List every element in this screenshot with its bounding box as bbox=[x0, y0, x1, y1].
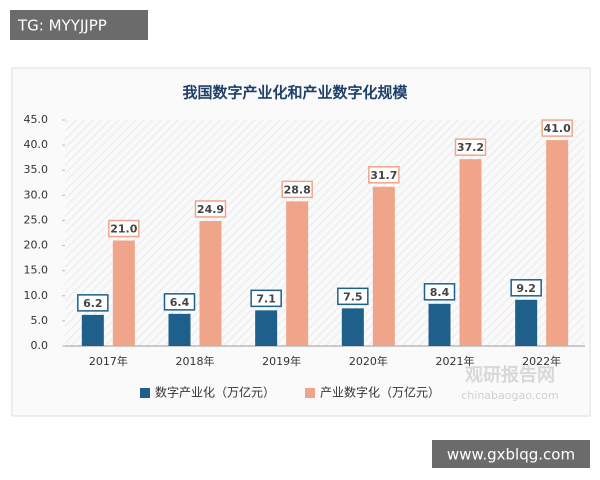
bar bbox=[168, 313, 191, 346]
value-label: 8.4 bbox=[430, 286, 450, 299]
watermark-url: chinabaogao.com bbox=[461, 389, 559, 402]
value-label-box bbox=[77, 294, 109, 312]
value-label-box bbox=[368, 166, 400, 184]
value-label: 37.2 bbox=[457, 141, 484, 154]
value-label: 6.2 bbox=[83, 297, 103, 310]
bar bbox=[112, 240, 135, 346]
value-label-box bbox=[541, 119, 573, 137]
plot-area bbox=[65, 120, 585, 346]
value-label: 6.4 bbox=[170, 296, 190, 309]
x-tick-label: 2019年 bbox=[262, 354, 301, 368]
value-label: 21.0 bbox=[110, 223, 137, 236]
value-label-box bbox=[281, 180, 313, 199]
x-tick-label: 2022年 bbox=[522, 354, 561, 368]
plot: 0.0 5.0 10.0 15.0 20.0 25.0 30.0 35.0 40.0 45.0 20… bbox=[24, 113, 573, 400]
y-tick-label: 5.0 bbox=[31, 314, 49, 327]
legend-label: 数字产业化（万亿元） bbox=[155, 385, 275, 400]
y-tick-label: 35.0 bbox=[24, 163, 49, 176]
value-label: 41.0 bbox=[544, 122, 571, 135]
value-label: 9.2 bbox=[516, 282, 536, 295]
value-label: 24.9 bbox=[197, 203, 224, 216]
bar bbox=[199, 220, 222, 346]
value-label-box bbox=[250, 289, 282, 308]
y-tick-label: 20.0 bbox=[24, 239, 49, 252]
legend-swatch bbox=[140, 388, 150, 398]
y-tick-label: 25.0 bbox=[24, 213, 49, 226]
value-label-box bbox=[423, 283, 456, 301]
legend-swatch bbox=[305, 388, 315, 398]
x-tick-label: 2020年 bbox=[349, 354, 388, 368]
y-tick-label: 0.0 bbox=[31, 339, 49, 352]
chart-title: 我国数字产业化和产业数字化规模 bbox=[182, 84, 408, 102]
value-label: 7.5 bbox=[343, 290, 363, 303]
value-label-box bbox=[194, 200, 227, 218]
bar bbox=[428, 303, 451, 346]
value-label-box bbox=[163, 293, 196, 311]
bar bbox=[546, 140, 569, 346]
bar bbox=[459, 159, 482, 346]
footer-bg bbox=[432, 440, 590, 468]
badge: TG: MYYJJPP bbox=[17, 17, 107, 35]
y-tick-label: 10.0 bbox=[24, 289, 49, 302]
bar bbox=[372, 186, 395, 346]
bar bbox=[81, 314, 104, 346]
x-tick-label: 2018年 bbox=[176, 354, 215, 368]
bar bbox=[286, 201, 309, 346]
value-label-box bbox=[108, 219, 140, 238]
value-label-box bbox=[454, 138, 487, 156]
value-label: 31.7 bbox=[370, 169, 397, 182]
x-tick-label: 2021年 bbox=[436, 354, 475, 368]
bar bbox=[255, 310, 278, 346]
y-tick-label: 15.0 bbox=[24, 264, 49, 277]
bar bbox=[341, 308, 364, 346]
value-label: 28.8 bbox=[284, 183, 311, 196]
value-label-box bbox=[510, 279, 542, 297]
x-tick-label: 2017年 bbox=[89, 354, 128, 368]
badge-bg bbox=[10, 10, 148, 40]
legend-label: 产业数字化（万亿元） bbox=[320, 385, 440, 400]
y-tick-label: 30.0 bbox=[24, 188, 49, 201]
watermark: 观研报告网 bbox=[465, 364, 555, 386]
y-tick-label: 45.0 bbox=[24, 113, 49, 126]
bar bbox=[515, 299, 538, 346]
footer: www.gxblqg.com bbox=[447, 446, 575, 464]
value-label-box bbox=[337, 287, 369, 306]
value-label: 7.1 bbox=[256, 292, 276, 305]
y-tick-label: 40.0 bbox=[24, 138, 49, 151]
